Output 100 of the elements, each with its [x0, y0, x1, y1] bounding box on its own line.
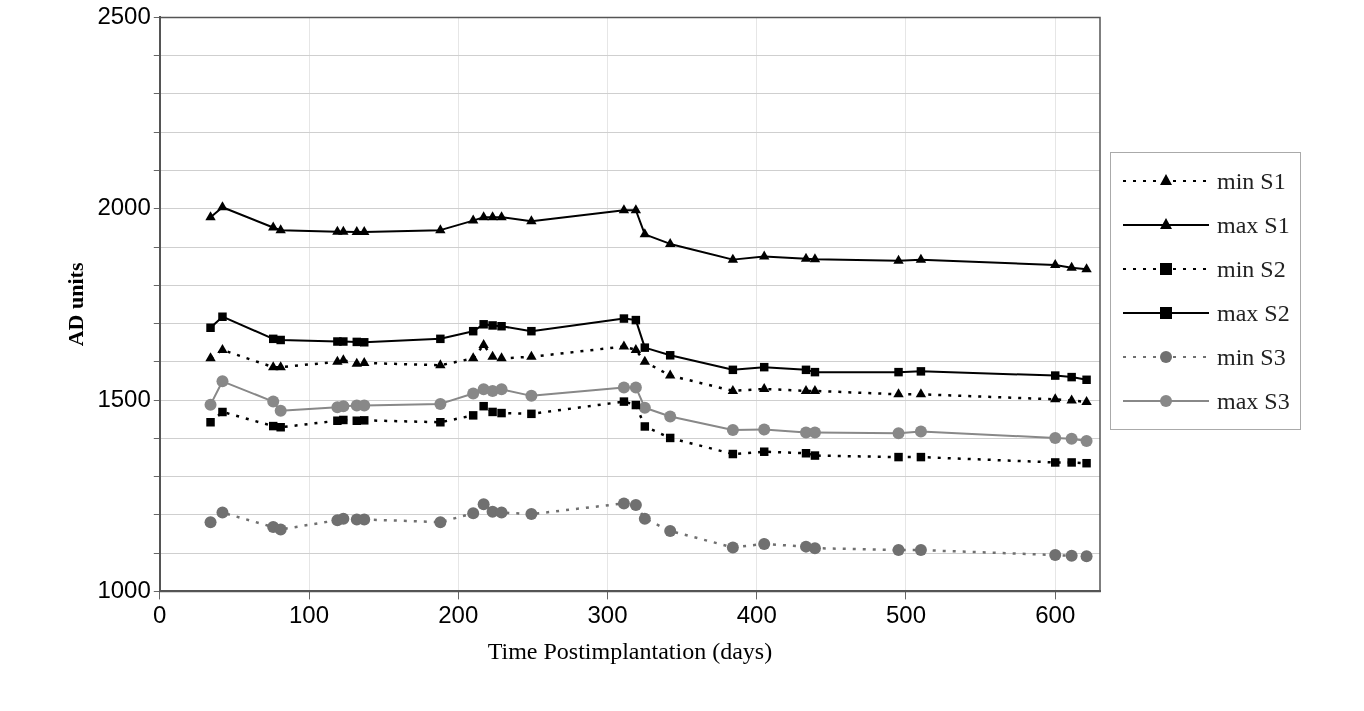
point	[274, 523, 287, 536]
point	[727, 253, 739, 263]
point	[801, 449, 811, 458]
point	[525, 389, 538, 402]
point	[359, 226, 370, 236]
point	[204, 516, 217, 529]
point	[436, 418, 445, 427]
point	[435, 359, 446, 369]
x-tick-label: 600	[1035, 601, 1076, 629]
point	[478, 211, 489, 221]
point	[206, 323, 215, 332]
point	[275, 361, 286, 371]
legend-label: min S2	[1217, 255, 1286, 283]
x-tick-label: 200	[438, 601, 479, 629]
point	[800, 384, 812, 394]
point	[758, 537, 771, 550]
point	[809, 253, 821, 263]
point	[665, 351, 675, 360]
point	[639, 228, 651, 238]
point	[436, 334, 445, 344]
point	[758, 423, 771, 436]
point	[726, 541, 739, 554]
x-tick-label: 500	[885, 601, 927, 629]
point	[664, 524, 677, 537]
point	[759, 250, 770, 260]
point	[467, 507, 480, 520]
point	[640, 343, 650, 352]
point	[332, 355, 343, 365]
point	[1081, 395, 1092, 405]
point	[267, 395, 280, 408]
point	[1050, 258, 1061, 268]
point	[1080, 550, 1093, 563]
point	[478, 338, 489, 348]
point	[809, 384, 821, 394]
point	[1049, 431, 1062, 444]
point	[1067, 372, 1076, 382]
point	[893, 388, 904, 398]
point	[1066, 261, 1077, 271]
point	[435, 224, 446, 234]
y-axis-title: AD units	[62, 262, 88, 347]
point	[1065, 549, 1078, 562]
point	[495, 383, 508, 396]
point	[496, 211, 507, 221]
legend-label: max S3	[1217, 387, 1290, 415]
x-tick-label: 100	[289, 601, 330, 629]
point	[218, 407, 227, 417]
point	[1065, 432, 1078, 445]
point	[1082, 375, 1091, 385]
point	[619, 314, 629, 323]
point	[629, 498, 642, 511]
point	[618, 204, 630, 214]
point	[914, 544, 927, 557]
point	[629, 381, 642, 394]
point	[892, 544, 905, 557]
point	[497, 408, 506, 418]
point	[640, 422, 650, 431]
y-tick-label: 2500	[97, 2, 151, 30]
point	[664, 237, 676, 247]
point	[479, 401, 488, 411]
point	[638, 512, 651, 525]
point	[1081, 263, 1092, 273]
point	[1050, 371, 1060, 380]
point	[434, 397, 447, 410]
point	[759, 382, 770, 392]
point	[467, 387, 480, 400]
x-axis-title: Time Postimplantation (days)	[487, 637, 773, 664]
point	[338, 225, 349, 235]
point	[1067, 458, 1076, 467]
point	[915, 388, 927, 398]
point	[488, 321, 497, 330]
point	[617, 497, 630, 510]
point	[916, 367, 926, 376]
point	[630, 343, 642, 353]
point	[894, 367, 903, 377]
point	[1050, 393, 1061, 403]
point	[810, 451, 820, 460]
point	[726, 423, 739, 436]
point	[914, 425, 927, 438]
x-tick-label: 400	[736, 601, 777, 629]
point	[468, 352, 479, 362]
legend-label: max S1	[1217, 211, 1290, 239]
point	[351, 357, 362, 367]
point	[339, 337, 348, 346]
point	[664, 369, 676, 379]
point	[630, 204, 642, 214]
x-tick-label: 300	[587, 601, 628, 629]
point	[664, 410, 677, 423]
point	[488, 407, 497, 417]
point	[638, 401, 651, 414]
point	[275, 224, 286, 234]
point	[216, 506, 229, 519]
point	[894, 452, 903, 462]
point	[727, 384, 739, 394]
point	[218, 312, 227, 321]
point	[205, 352, 216, 362]
point	[892, 427, 905, 440]
point	[360, 416, 369, 425]
point	[360, 338, 369, 347]
point	[1080, 435, 1093, 448]
point	[359, 356, 370, 366]
